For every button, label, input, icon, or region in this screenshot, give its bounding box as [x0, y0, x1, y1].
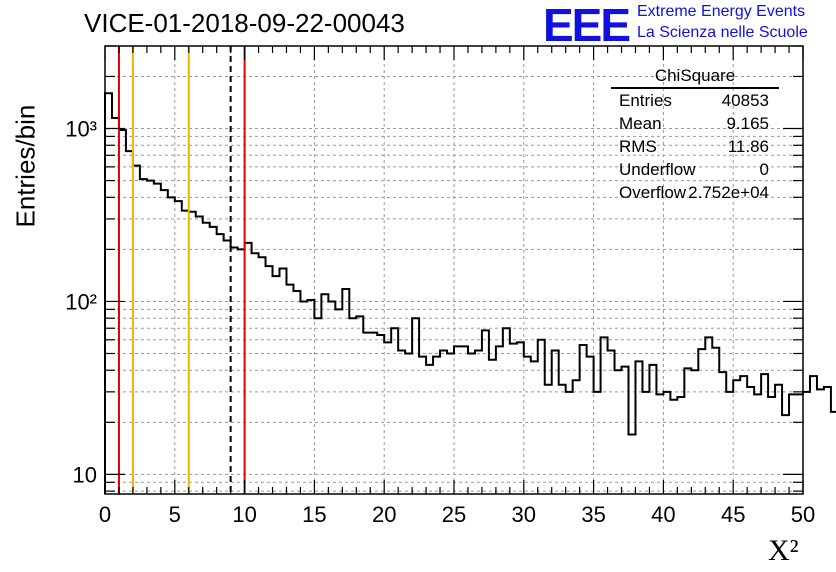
y-tick-label: 10³ — [65, 117, 97, 142]
chart-title: VICE-01-2018-09-22-00043 — [84, 8, 405, 38]
stats-key: Underflow — [619, 160, 696, 179]
x-tick-label: 50 — [791, 502, 815, 527]
stats-row: Overflow 2.752e+04 — [611, 183, 779, 206]
y-tick-label: 10 — [73, 462, 97, 487]
x-tick-label: 30 — [512, 502, 536, 527]
x-axis-label: X² — [768, 534, 799, 567]
stats-row: Underflow 0 — [611, 160, 779, 183]
eee-logo: EEE — [543, 0, 631, 51]
y-axis-label-box: Entries/bin — [6, 104, 42, 230]
x-tick-label: 45 — [721, 502, 745, 527]
y-axis-label: Entries/bin — [10, 104, 41, 228]
stats-value: 2.752e+04 — [688, 183, 769, 202]
stats-key: Entries — [619, 91, 672, 110]
x-tick-label: 15 — [302, 502, 326, 527]
stats-value: 0 — [759, 160, 769, 179]
stats-value: 9.165 — [726, 114, 769, 133]
stats-row: Mean 9.165 — [611, 114, 779, 137]
stats-row: Entries 40853 — [611, 91, 779, 114]
stats-value: 11.86 — [727, 137, 769, 156]
stats-box: ChiSquare Entries 40853 Mean 9.165 RMS 1… — [611, 66, 779, 206]
stats-title: ChiSquare — [611, 66, 779, 89]
histogram-series — [104, 92, 836, 494]
y-tick-label: 10² — [65, 289, 97, 314]
x-tick-label: 5 — [169, 502, 181, 527]
x-tick-label: 40 — [651, 502, 675, 527]
stats-key: Overflow — [619, 183, 687, 202]
stats-value: 40853 — [721, 91, 769, 110]
stats-row: RMS 11.86 — [611, 137, 779, 160]
x-tick-label: 20 — [372, 502, 396, 527]
logo-line1: Extreme Energy Events — [637, 3, 806, 20]
x-tick-label: 10 — [232, 502, 256, 527]
logo-line2: La Scienza nelle Scuole — [637, 24, 808, 41]
stats-key: Mean — [619, 114, 662, 133]
x-tick-label: 0 — [99, 502, 111, 527]
x-tick-label: 35 — [581, 502, 605, 527]
x-tick-label: 25 — [442, 502, 466, 527]
stats-key: RMS — [619, 137, 657, 156]
